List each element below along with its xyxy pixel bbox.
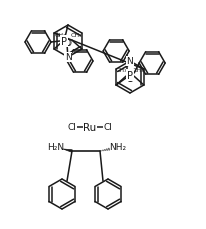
Text: P: P [127,71,133,81]
Text: NH₂: NH₂ [109,143,126,152]
Text: H₂N: H₂N [47,143,64,152]
Text: CH₃: CH₃ [70,32,82,37]
Text: CH₃: CH₃ [132,68,144,73]
Text: N: N [127,57,133,66]
Text: CH₃: CH₃ [116,68,128,73]
Text: O: O [127,74,133,83]
Text: Cl: Cl [104,123,112,132]
Text: O: O [65,38,71,47]
Text: P: P [61,37,67,47]
Text: Ru: Ru [83,123,97,132]
Polygon shape [63,149,72,153]
Text: O: O [65,38,71,47]
Text: N: N [65,53,71,62]
Text: O: O [127,74,133,83]
Text: CH₃: CH₃ [55,32,67,37]
Text: Cl: Cl [68,123,76,132]
